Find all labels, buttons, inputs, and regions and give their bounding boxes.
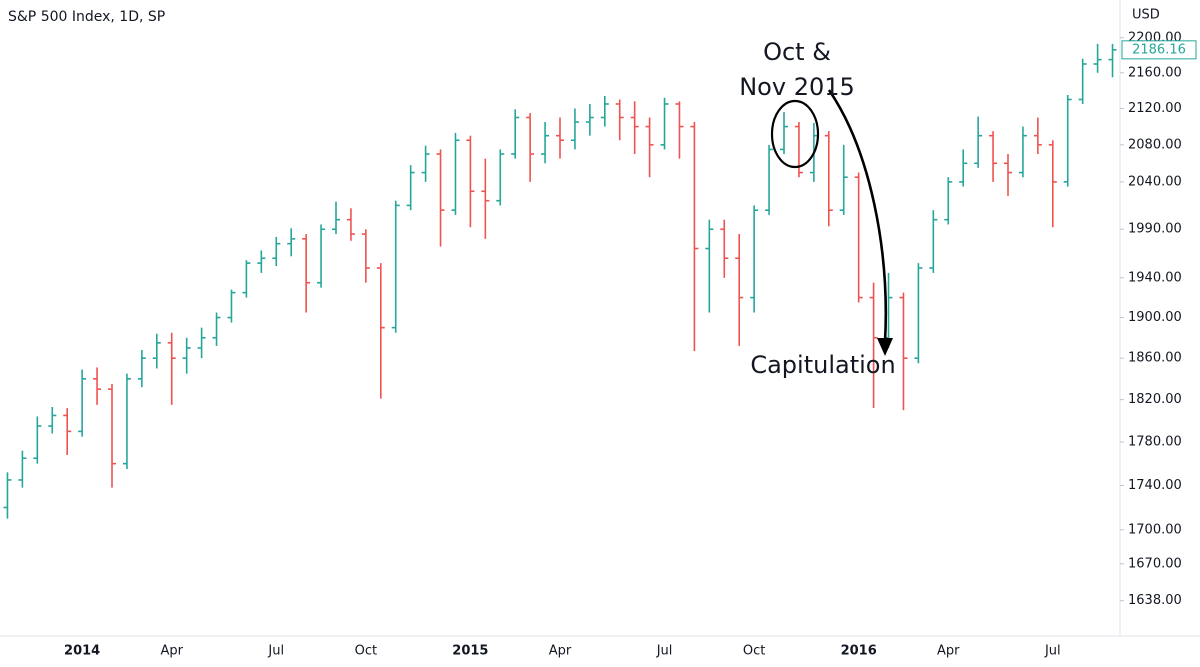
y-tick-label: 1740.00 xyxy=(1128,478,1182,493)
x-tick-label: Jul xyxy=(267,644,284,659)
price-bars xyxy=(3,43,1117,519)
y-tick-label: 2080.00 xyxy=(1128,137,1182,152)
highlight-ellipse xyxy=(770,99,820,169)
currency-label: USD xyxy=(1132,8,1160,23)
y-tick-label: 2120.00 xyxy=(1128,101,1182,116)
x-tick-label: 2015 xyxy=(452,644,488,659)
x-tick-label: Apr xyxy=(937,644,960,659)
x-tick-label: 2014 xyxy=(64,644,100,659)
annotation: Nov 2015 xyxy=(739,73,855,101)
arrow-head xyxy=(877,338,893,356)
x-tick-label: Apr xyxy=(160,644,183,659)
annotation: Capitulation xyxy=(750,351,895,379)
y-tick-label: 1820.00 xyxy=(1128,392,1182,407)
x-tick-label: Oct xyxy=(743,644,765,659)
y-tick-label: 1990.00 xyxy=(1128,222,1182,237)
x-tick-label: Oct xyxy=(355,644,377,659)
y-tick-label: 1780.00 xyxy=(1128,435,1182,450)
y-tick-label: 1700.00 xyxy=(1128,522,1182,537)
y-tick-label: 1670.00 xyxy=(1128,556,1182,571)
x-tick-label: Jul xyxy=(1044,644,1061,659)
x-tick-label: 2016 xyxy=(841,644,877,659)
y-tick-label: 2160.00 xyxy=(1128,65,1182,80)
y-tick-label: 1940.00 xyxy=(1128,270,1182,285)
y-tick-label: 1900.00 xyxy=(1128,310,1182,325)
x-tick-label: Apr xyxy=(549,644,572,659)
y-tick-label: 1638.00 xyxy=(1128,593,1182,608)
arrow xyxy=(827,89,888,343)
annotation: Oct & xyxy=(763,38,831,66)
x-tick-label: Jul xyxy=(656,644,673,659)
last-price-label: 2186.16 xyxy=(1132,42,1186,57)
y-tick-label: 2040.00 xyxy=(1128,174,1182,189)
y-tick-label: 1860.00 xyxy=(1128,351,1182,366)
chart-title: S&P 500 Index, 1D, SP xyxy=(8,9,165,25)
last-price-box xyxy=(1121,40,1197,60)
